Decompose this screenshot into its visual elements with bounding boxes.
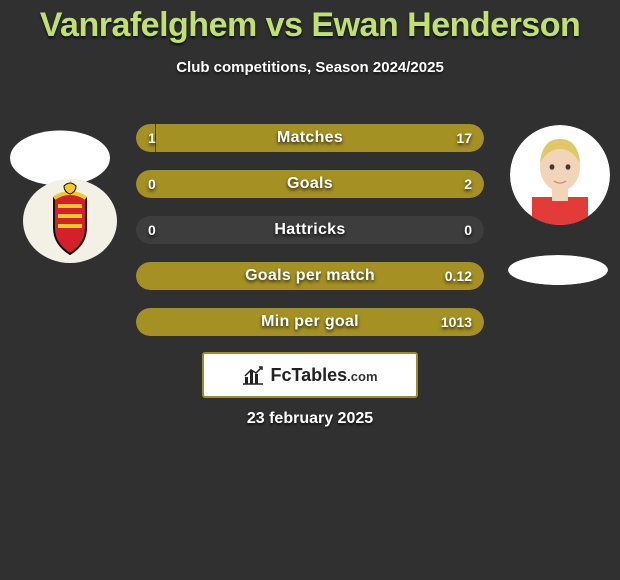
bar-track xyxy=(136,170,484,198)
stat-row-goals: Goals02 xyxy=(136,170,484,198)
subtitle: Club competitions, Season 2024/2025 xyxy=(0,59,620,76)
club-left-crest xyxy=(22,178,118,264)
crest-icon xyxy=(22,178,118,264)
badge-suffix: .com xyxy=(347,369,377,384)
avatar-placeholder-icon xyxy=(10,131,110,186)
player-face-icon xyxy=(510,125,610,225)
stat-row-min-per-goal: Min per goal1013 xyxy=(136,308,484,336)
bar-fill-right xyxy=(136,308,484,336)
bar-track xyxy=(136,216,484,244)
bar-fill-right xyxy=(136,170,484,198)
badge-text: FcTables.com xyxy=(270,365,377,386)
bar-fill-right xyxy=(156,124,485,152)
player-right-avatar xyxy=(510,125,610,225)
bar-track xyxy=(136,262,484,290)
stat-row-hattricks: Hattricks00 xyxy=(136,216,484,244)
stat-row-goals-per-match: Goals per match0.12 xyxy=(136,262,484,290)
badge-brand: FcTables xyxy=(270,365,347,386)
comparison-bars: Matches117 Goals02 Hattricks00 Goals per ma… xyxy=(136,124,484,354)
bar-fill-left xyxy=(136,124,155,152)
club-right-crest xyxy=(508,255,608,285)
page-title: Vanrafelghem vs Ewan Henderson xyxy=(0,0,620,45)
crest-placeholder-icon xyxy=(508,255,608,285)
bar-track xyxy=(136,308,484,336)
bar-track xyxy=(136,124,484,152)
source-badge: FcTables.com xyxy=(202,352,418,398)
date-text: 23 february 2025 xyxy=(0,410,620,428)
bar-chart-icon xyxy=(242,365,264,385)
stat-row-matches: Matches117 xyxy=(136,124,484,152)
bar-fill-right xyxy=(136,262,484,290)
